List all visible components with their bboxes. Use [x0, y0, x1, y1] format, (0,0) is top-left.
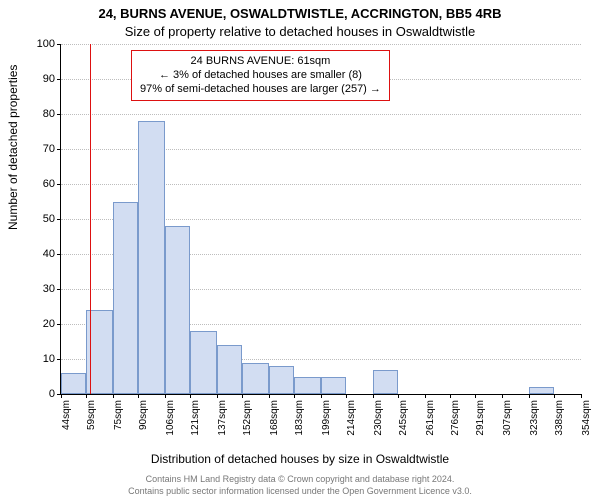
x-tick-label: 323sqm	[529, 400, 540, 436]
x-tick-label: 199sqm	[321, 400, 332, 436]
x-tick-mark	[113, 394, 114, 398]
x-tick-label: 75sqm	[113, 400, 124, 430]
x-tick-mark	[242, 394, 243, 398]
x-tick-mark	[86, 394, 87, 398]
x-tick-label: 338sqm	[554, 400, 565, 436]
annotation-line2: ← 3% of detached houses are smaller (8)	[140, 69, 381, 83]
histogram-bar	[269, 366, 294, 394]
property-annotation-box: 24 BURNS AVENUE: 61sqm ← 3% of detached …	[131, 50, 390, 101]
y-tick-label: 90	[43, 73, 55, 85]
y-tick-mark	[57, 359, 61, 360]
x-tick-label: 214sqm	[346, 400, 357, 436]
y-tick-label: 10	[43, 353, 55, 365]
x-tick-label: 121sqm	[190, 400, 201, 436]
x-tick-label: 152sqm	[242, 400, 253, 436]
x-tick-label: 106sqm	[165, 400, 176, 436]
x-axis-label: Distribution of detached houses by size …	[0, 452, 600, 466]
histogram-bar	[113, 202, 138, 395]
chart-title-line1: 24, BURNS AVENUE, OSWALDTWISTLE, ACCRING…	[0, 6, 600, 21]
x-tick-label: 230sqm	[373, 400, 384, 436]
y-tick-mark	[57, 289, 61, 290]
y-tick-mark	[57, 149, 61, 150]
y-tick-mark	[57, 114, 61, 115]
histogram-bar	[242, 363, 269, 395]
annotation-line1: 24 BURNS AVENUE: 61sqm	[140, 55, 381, 69]
histogram-bar	[373, 370, 398, 395]
x-tick-mark	[217, 394, 218, 398]
x-tick-mark	[373, 394, 374, 398]
x-tick-mark	[425, 394, 426, 398]
y-tick-label: 100	[37, 38, 55, 50]
y-tick-mark	[57, 44, 61, 45]
histogram-bar	[217, 345, 242, 394]
x-tick-mark	[398, 394, 399, 398]
histogram-bar	[529, 387, 554, 394]
footer-line2: Contains public sector information licen…	[0, 486, 600, 496]
x-tick-mark	[138, 394, 139, 398]
x-tick-label: 291sqm	[475, 400, 486, 436]
x-tick-label: 245sqm	[398, 400, 409, 436]
x-tick-label: 90sqm	[138, 400, 149, 430]
x-tick-label: 137sqm	[217, 400, 228, 436]
x-tick-mark	[554, 394, 555, 398]
y-axis-label: Number of detached properties	[6, 65, 20, 230]
x-tick-label: 276sqm	[450, 400, 461, 436]
x-tick-label: 183sqm	[294, 400, 305, 436]
x-tick-label: 168sqm	[269, 400, 280, 436]
x-tick-label: 307sqm	[502, 400, 513, 436]
x-tick-mark	[269, 394, 270, 398]
histogram-bar	[165, 226, 190, 394]
x-tick-mark	[502, 394, 503, 398]
histogram-bar	[61, 373, 86, 394]
reference-line	[90, 44, 91, 394]
x-tick-mark	[450, 394, 451, 398]
x-tick-mark	[294, 394, 295, 398]
x-tick-label: 261sqm	[425, 400, 436, 436]
footer-line1: Contains HM Land Registry data © Crown c…	[0, 474, 600, 484]
y-tick-mark	[57, 324, 61, 325]
x-tick-label: 44sqm	[61, 400, 72, 430]
histogram-bar	[294, 377, 321, 395]
x-tick-mark	[529, 394, 530, 398]
y-tick-label: 40	[43, 248, 55, 260]
y-tick-label: 50	[43, 213, 55, 225]
x-tick-mark	[581, 394, 582, 398]
x-tick-mark	[61, 394, 62, 398]
y-tick-mark	[57, 219, 61, 220]
y-tick-label: 20	[43, 318, 55, 330]
histogram-bar	[321, 377, 346, 395]
gridline	[61, 44, 581, 45]
x-tick-mark	[190, 394, 191, 398]
chart-page: 24, BURNS AVENUE, OSWALDTWISTLE, ACCRING…	[0, 0, 600, 500]
x-tick-mark	[321, 394, 322, 398]
y-tick-label: 30	[43, 283, 55, 295]
annotation-line3: 97% of semi-detached houses are larger (…	[140, 83, 381, 97]
x-tick-mark	[475, 394, 476, 398]
histogram-bar	[190, 331, 217, 394]
gridline	[61, 114, 581, 115]
y-tick-mark	[57, 79, 61, 80]
y-tick-label: 60	[43, 178, 55, 190]
histogram-bar	[138, 121, 165, 394]
y-tick-label: 0	[49, 388, 55, 400]
plot-area: 010203040506070809010044sqm59sqm75sqm90s…	[60, 44, 581, 395]
chart-title-line2: Size of property relative to detached ho…	[0, 24, 600, 39]
x-tick-label: 354sqm	[581, 400, 592, 436]
x-tick-label: 59sqm	[86, 400, 97, 430]
y-tick-mark	[57, 254, 61, 255]
y-tick-mark	[57, 184, 61, 185]
y-tick-label: 80	[43, 108, 55, 120]
x-tick-mark	[165, 394, 166, 398]
x-tick-mark	[346, 394, 347, 398]
y-tick-label: 70	[43, 143, 55, 155]
